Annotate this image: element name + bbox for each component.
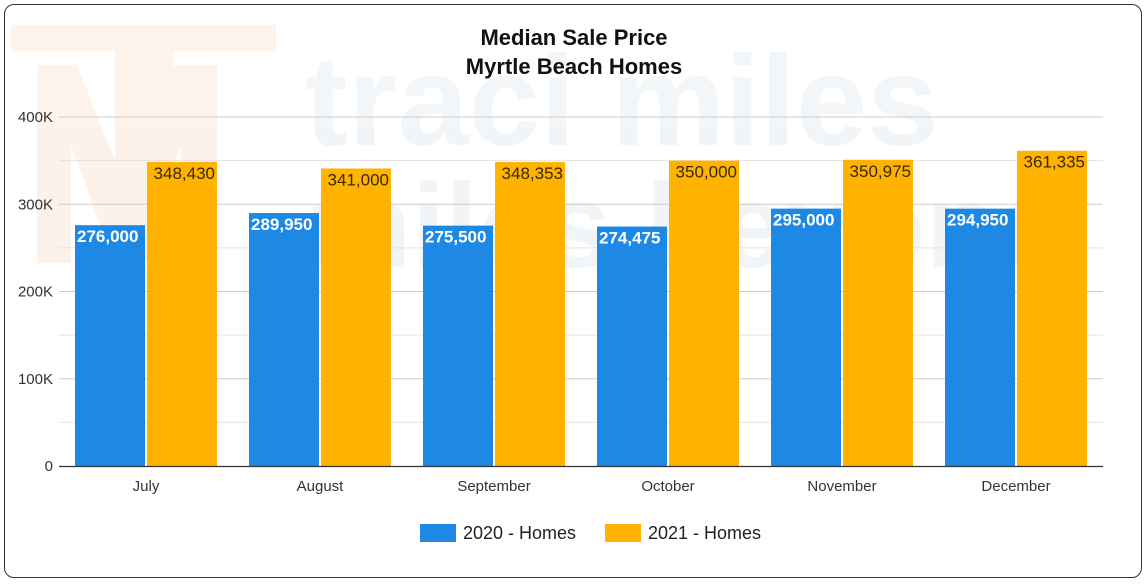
bar-chart: traci miles miles beyond Median Sale Pri…	[11, 25, 1103, 543]
x-category-december: December	[981, 478, 1050, 495]
data-label-september-2021: 348,353	[502, 164, 563, 183]
y-tick-label-100k: 100K	[18, 371, 53, 388]
data-label-december-2020: 294,950	[947, 211, 1008, 230]
x-category-august: August	[297, 478, 345, 495]
x-axis-categories: July August September October November Decemb…	[133, 478, 1051, 495]
y-axis-ticks: 0 100K 200K 300K 400K	[18, 109, 53, 475]
legend-swatch-2020	[420, 524, 456, 542]
data-label-july-2021: 348,430	[154, 164, 215, 183]
legend-label-2021: 2021 - Homes	[648, 523, 761, 543]
bar-november-2020[interactable]	[771, 208, 841, 467]
data-label-october-2021: 350,000	[676, 163, 737, 182]
legend-label-2020: 2020 - Homes	[463, 523, 576, 543]
data-label-november-2020: 295,000	[773, 211, 834, 230]
watermark-line1: traci miles	[305, 30, 938, 173]
legend-swatch-2021	[605, 524, 641, 542]
gridlines	[59, 116, 1103, 423]
bar-september-2021[interactable]	[495, 162, 565, 466]
data-label-august-2021: 341,000	[328, 170, 389, 189]
legend: 2020 - Homes 2021 - Homes	[420, 523, 761, 543]
x-category-july: July	[133, 478, 160, 495]
data-label-november-2021: 350,975	[850, 162, 911, 181]
bars	[75, 150, 1087, 467]
y-tick-label-400k: 400K	[18, 109, 53, 126]
chart-title: Median Sale Price	[480, 25, 667, 50]
bar-july-2020[interactable]	[75, 225, 145, 466]
legend-item-2021[interactable]: 2021 - Homes	[605, 523, 761, 543]
bar-december-2020[interactable]	[945, 208, 1015, 466]
bar-august-2021[interactable]	[321, 168, 391, 467]
watermark-m-shape	[37, 65, 217, 263]
bar-august-2020[interactable]	[249, 213, 319, 466]
data-label-september-2020: 275,500	[425, 228, 486, 247]
bar-november-2021[interactable]	[843, 159, 913, 467]
bar-september-2020[interactable]	[423, 225, 493, 466]
bar-july-2021[interactable]	[147, 161, 217, 467]
data-label-august-2020: 289,950	[251, 215, 312, 234]
y-tick-label-300k: 300K	[18, 196, 53, 213]
y-tick-label-0: 0	[45, 458, 53, 475]
legend-item-2020[interactable]: 2020 - Homes	[420, 523, 576, 543]
data-label-december-2021: 361,335	[1024, 153, 1085, 172]
bar-october-2021[interactable]	[669, 160, 739, 466]
bar-october-2020[interactable]	[597, 226, 667, 466]
chart-titles: Median Sale Price Myrtle Beach Homes	[466, 25, 682, 79]
x-category-september: September	[457, 478, 530, 495]
watermark-bar	[11, 25, 276, 51]
x-category-november: November	[807, 478, 876, 495]
bar-december-2021[interactable]	[1017, 150, 1087, 466]
x-category-october: October	[641, 478, 694, 495]
chart-frame: traci miles miles beyond Median Sale Pri…	[4, 4, 1142, 578]
data-label-july-2020: 276,000	[77, 227, 138, 246]
data-labels: 276,000 348,430 289,950 341,000 275,500 348,3…	[77, 153, 1085, 248]
y-tick-label-200k: 200K	[18, 284, 53, 301]
chart-subtitle: Myrtle Beach Homes	[466, 54, 682, 79]
data-label-october-2020: 274,475	[599, 229, 660, 248]
